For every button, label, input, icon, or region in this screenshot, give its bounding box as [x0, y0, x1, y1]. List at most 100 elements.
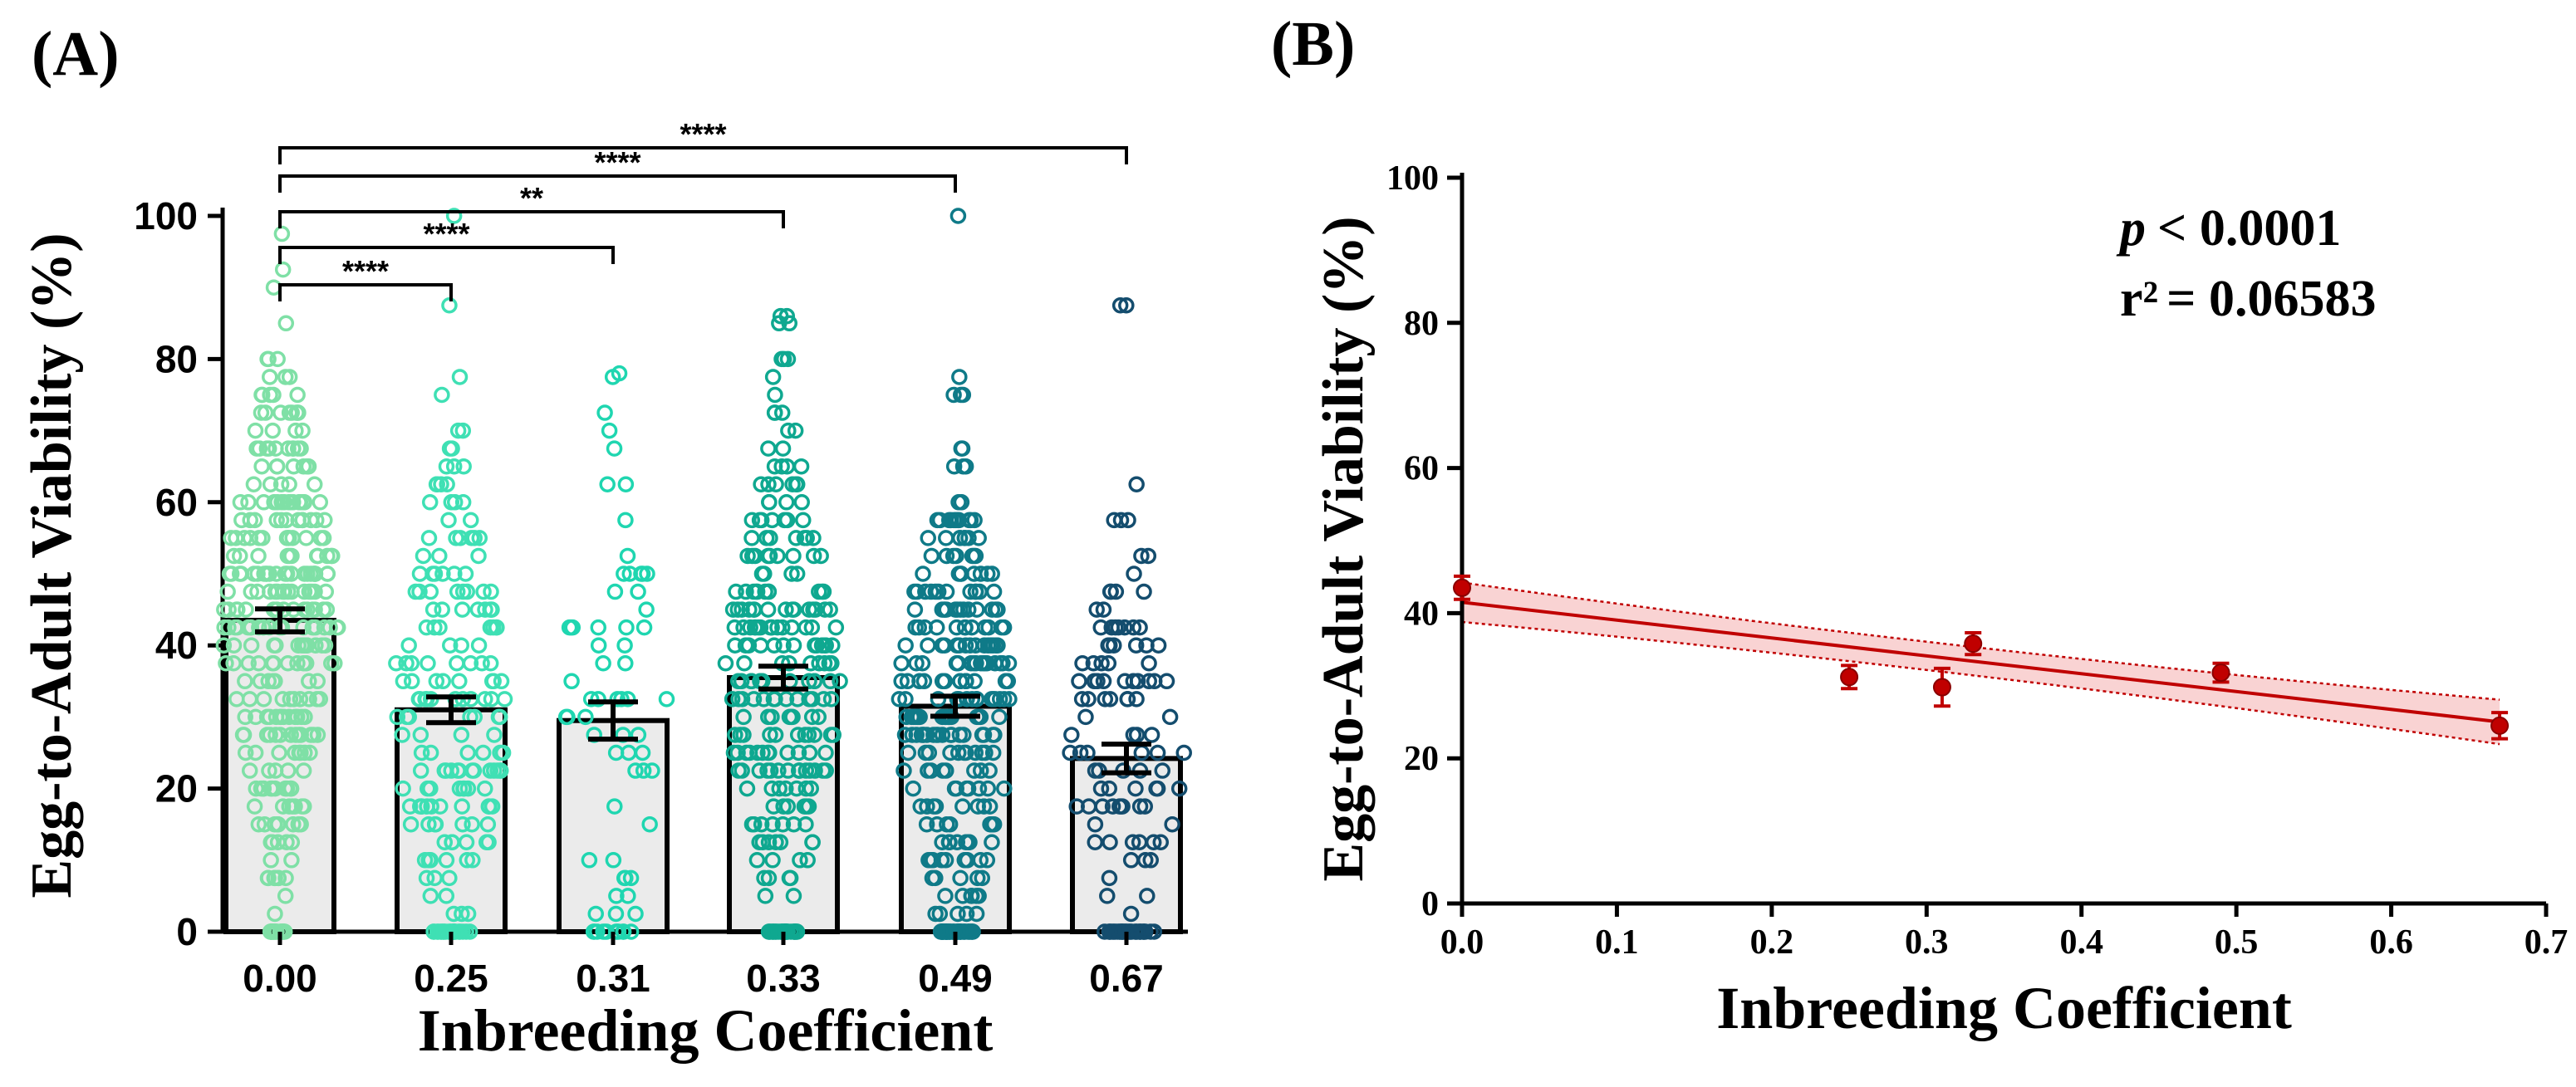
- data-point: [803, 619, 821, 636]
- data-point: [948, 619, 965, 636]
- data-point: [745, 691, 763, 708]
- data-point: [454, 905, 470, 923]
- data-point: [315, 601, 332, 618]
- data-point: [893, 673, 910, 690]
- data-point: [808, 637, 826, 654]
- data-point: [773, 404, 791, 421]
- data-point: [483, 601, 500, 618]
- data-point: [1124, 834, 1141, 850]
- data-point: [1127, 637, 1145, 654]
- data-point: [274, 691, 292, 708]
- data-point: [954, 798, 971, 815]
- data-point: [249, 566, 266, 582]
- regression-line: [1461, 600, 2500, 724]
- data-point: [225, 547, 243, 565]
- data-point: [288, 404, 305, 421]
- data-point: [908, 655, 925, 672]
- data-point: [759, 762, 776, 779]
- data-point: [1128, 476, 1145, 492]
- data-point: [772, 923, 789, 940]
- data-point: [924, 869, 941, 887]
- data-point: [957, 637, 974, 654]
- data-point: [821, 655, 838, 672]
- data-point: [810, 708, 827, 726]
- data-point: [219, 583, 236, 600]
- data-point: [644, 762, 660, 779]
- r2-value: = 0.06583: [2166, 271, 2376, 327]
- data-point: [295, 655, 312, 672]
- data-point: [891, 691, 908, 708]
- data-point: [243, 637, 260, 654]
- data-point: [966, 512, 983, 529]
- data-point: [301, 691, 317, 708]
- data-point: [985, 815, 1003, 833]
- data-point: [801, 673, 817, 690]
- data-point: [784, 476, 801, 492]
- data-point: [428, 673, 445, 690]
- data-point: [474, 744, 492, 761]
- data-point: [292, 691, 309, 708]
- data-point: [734, 762, 750, 779]
- significance-label: ****: [680, 117, 726, 151]
- data-point: [273, 225, 291, 242]
- data-point: [470, 547, 487, 565]
- data-point: [283, 852, 300, 869]
- data-point: [984, 744, 1002, 761]
- data-point: [1146, 673, 1163, 690]
- x-tick-label: 0.49: [918, 957, 993, 1000]
- data-point: [984, 691, 1002, 708]
- data-point: [471, 530, 488, 546]
- data-point: [991, 708, 1008, 726]
- data-point: [962, 583, 979, 600]
- data-point: [295, 762, 312, 779]
- data-point: [243, 583, 260, 600]
- data-point: [483, 673, 501, 690]
- data-point: [938, 530, 954, 546]
- data-point: [928, 619, 945, 636]
- data-point: [412, 727, 429, 743]
- data-point: [438, 852, 455, 869]
- data-point: [493, 673, 510, 690]
- y-tick-label: 20: [1404, 740, 1439, 778]
- data-point: [1125, 727, 1142, 743]
- data-point: [307, 583, 323, 600]
- data-point: [250, 547, 267, 565]
- data-point: [403, 673, 420, 690]
- data-point: [949, 208, 967, 224]
- x-tick-label: 0.7: [2524, 923, 2569, 962]
- r2-label: r²: [2120, 271, 2158, 327]
- data-point: [234, 727, 252, 743]
- data-point: [269, 350, 286, 368]
- data-point: [447, 923, 464, 940]
- data-point: [936, 637, 953, 654]
- data-point: [969, 798, 986, 815]
- data-point: [281, 476, 297, 492]
- data-point: [942, 727, 959, 743]
- data-point: [302, 744, 318, 761]
- data-point: [264, 834, 281, 850]
- y-axis-title: Egg-to-Adult Viability (%): [1312, 216, 1376, 881]
- data-point: [737, 637, 754, 654]
- data-point: [757, 583, 773, 600]
- data-point: [822, 601, 838, 618]
- data-point: [441, 637, 459, 654]
- data-point: [247, 422, 264, 439]
- data-point: [454, 583, 472, 600]
- x-tick-label: 0.2: [1750, 923, 1794, 962]
- data-point: [1131, 619, 1148, 636]
- data-point: [772, 307, 789, 325]
- data-point: [760, 834, 778, 850]
- data-point: [984, 834, 1000, 850]
- data-point: [446, 494, 464, 511]
- data-point: [295, 458, 312, 475]
- data-point: [395, 673, 412, 690]
- data-point: [903, 708, 920, 726]
- data-point: [1149, 780, 1166, 797]
- data-point: [309, 673, 326, 690]
- data-point: [1074, 655, 1091, 672]
- data-point: [263, 780, 281, 797]
- p-value: < 0.0001: [2157, 200, 2341, 257]
- data-point: [760, 440, 777, 457]
- y-tick-label: 0: [1421, 885, 1439, 923]
- data-point: [633, 566, 650, 582]
